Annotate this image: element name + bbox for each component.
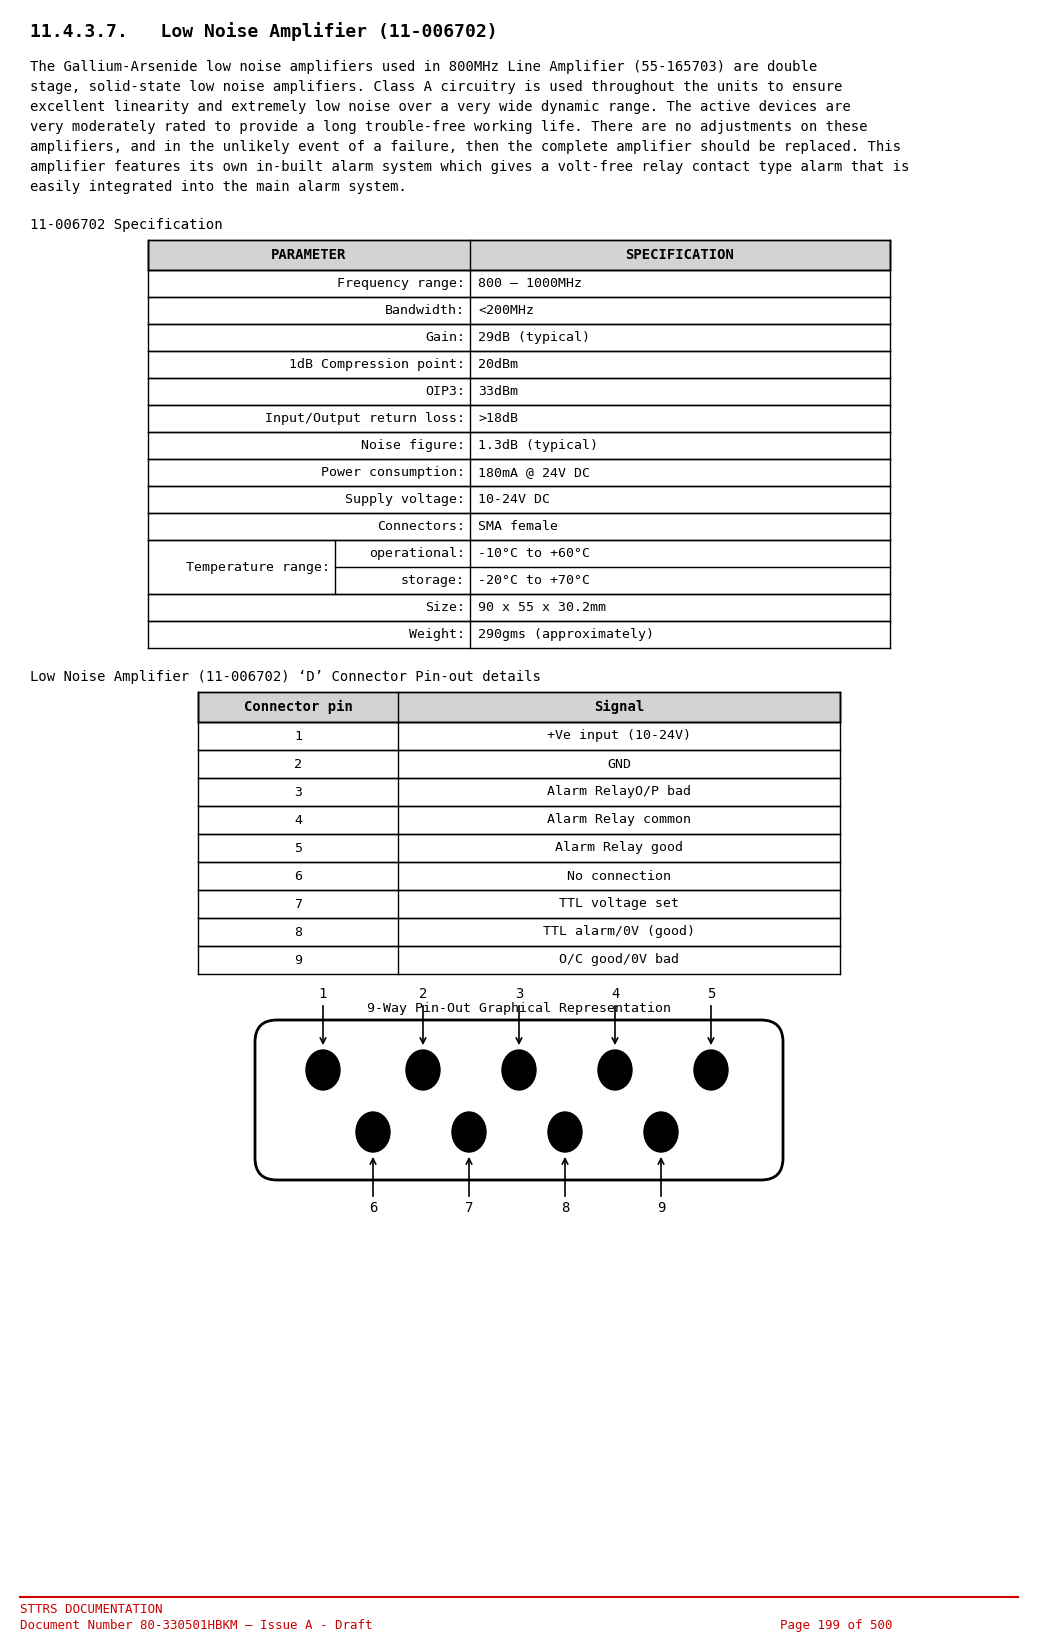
Text: amplifier features its own in-built alarm system which gives a volt-free relay c: amplifier features its own in-built alar… (30, 160, 909, 173)
Text: 7: 7 (465, 1201, 473, 1216)
Text: 9: 9 (657, 1201, 665, 1216)
Text: Connector pin: Connector pin (244, 700, 353, 713)
Text: 9-Way Pin-Out Graphical Representation: 9-Way Pin-Out Graphical Representation (367, 1001, 671, 1014)
Bar (148, 240, 890, 270)
Text: Size:: Size: (425, 600, 465, 614)
Ellipse shape (502, 1050, 536, 1090)
Text: +Ve input (10-24V): +Ve input (10-24V) (547, 730, 691, 743)
Text: <200MHz: <200MHz (479, 304, 534, 317)
Text: 3: 3 (294, 785, 302, 798)
Text: Supply voltage:: Supply voltage: (345, 492, 465, 506)
Ellipse shape (306, 1050, 340, 1090)
Text: 29dB (typical): 29dB (typical) (479, 330, 590, 344)
Text: Connectors:: Connectors: (377, 520, 465, 533)
Text: stage, solid-state low noise amplifiers. Class A circuitry is used throughout th: stage, solid-state low noise amplifiers.… (30, 80, 843, 93)
Text: Weight:: Weight: (409, 628, 465, 641)
Text: 8: 8 (294, 926, 302, 939)
Text: Gain:: Gain: (425, 330, 465, 344)
Text: SPECIFICATION: SPECIFICATION (626, 249, 735, 262)
Text: 3: 3 (515, 987, 523, 1001)
Text: 33dBm: 33dBm (479, 384, 518, 398)
Text: 180mA @ 24V DC: 180mA @ 24V DC (479, 466, 590, 479)
Text: 11-006702 Specification: 11-006702 Specification (30, 218, 222, 232)
Text: GND: GND (607, 757, 631, 771)
Text: amplifiers, and in the unlikely event of a failure, then the complete amplifier : amplifiers, and in the unlikely event of… (30, 141, 901, 154)
Text: Input/Output return loss:: Input/Output return loss: (265, 412, 465, 425)
Text: 9: 9 (294, 954, 302, 967)
Text: -20°C to +70°C: -20°C to +70°C (479, 574, 590, 587)
Text: The Gallium-Arsenide low noise amplifiers used in 800MHz Line Amplifier (55-1657: The Gallium-Arsenide low noise amplifier… (30, 61, 817, 74)
Text: excellent linearity and extremely low noise over a very wide dynamic range. The : excellent linearity and extremely low no… (30, 100, 851, 115)
Text: Alarm Relay good: Alarm Relay good (555, 841, 683, 854)
Text: 4: 4 (294, 813, 302, 826)
Text: >18dB: >18dB (479, 412, 518, 425)
Text: 10-24V DC: 10-24V DC (479, 492, 550, 506)
Text: 2: 2 (294, 757, 302, 771)
FancyBboxPatch shape (255, 1019, 783, 1180)
Ellipse shape (452, 1112, 486, 1152)
Ellipse shape (356, 1112, 390, 1152)
Text: 1.3dB (typical): 1.3dB (typical) (479, 438, 598, 452)
Text: 6: 6 (368, 1201, 377, 1216)
Text: 1: 1 (294, 730, 302, 743)
Text: -10°C to +60°C: -10°C to +60°C (479, 546, 590, 560)
Text: STTRS DOCUMENTATION: STTRS DOCUMENTATION (20, 1603, 163, 1616)
Text: Temperature range:: Temperature range: (186, 561, 330, 574)
Text: 1: 1 (319, 987, 327, 1001)
Text: easily integrated into the main alarm system.: easily integrated into the main alarm sy… (30, 180, 407, 195)
Ellipse shape (406, 1050, 440, 1090)
Text: TTL voltage set: TTL voltage set (559, 898, 679, 911)
Text: Noise figure:: Noise figure: (361, 438, 465, 452)
Text: 5: 5 (707, 987, 715, 1001)
Text: Low Noise Amplifier (11-006702) ‘D’ Connector Pin-out details: Low Noise Amplifier (11-006702) ‘D’ Conn… (30, 671, 541, 684)
Ellipse shape (598, 1050, 632, 1090)
Text: 2: 2 (418, 987, 428, 1001)
Text: Document Number 80-330501HBKM – Issue A - Draft: Document Number 80-330501HBKM – Issue A … (20, 1620, 373, 1633)
Text: PARAMETER: PARAMETER (271, 249, 347, 262)
Text: Page 199 of 500: Page 199 of 500 (780, 1620, 893, 1633)
Bar (198, 692, 840, 721)
Text: O/C good/0V bad: O/C good/0V bad (559, 954, 679, 967)
Ellipse shape (694, 1050, 728, 1090)
Text: storage:: storage: (401, 574, 465, 587)
Text: 6: 6 (294, 869, 302, 882)
Text: No connection: No connection (567, 869, 671, 882)
Text: Frequency range:: Frequency range: (337, 276, 465, 290)
Text: 7: 7 (294, 898, 302, 911)
Text: 20dBm: 20dBm (479, 358, 518, 371)
Text: SMA female: SMA female (479, 520, 558, 533)
Text: 4: 4 (610, 987, 620, 1001)
Ellipse shape (548, 1112, 582, 1152)
Text: operational:: operational: (368, 546, 465, 560)
Text: 11.4.3.7.   Low Noise Amplifier (11-006702): 11.4.3.7. Low Noise Amplifier (11-006702… (30, 21, 497, 41)
Text: 800 – 1000MHz: 800 – 1000MHz (479, 276, 582, 290)
Text: 8: 8 (561, 1201, 569, 1216)
Text: Bandwidth:: Bandwidth: (385, 304, 465, 317)
Text: Alarm RelayO/P bad: Alarm RelayO/P bad (547, 785, 691, 798)
Text: very moderately rated to provide a long trouble-free working life. There are no : very moderately rated to provide a long … (30, 119, 868, 134)
Text: Power consumption:: Power consumption: (321, 466, 465, 479)
Text: 90 x 55 x 30.2mm: 90 x 55 x 30.2mm (479, 600, 606, 614)
Text: Alarm Relay common: Alarm Relay common (547, 813, 691, 826)
Text: TTL alarm/0V (good): TTL alarm/0V (good) (543, 926, 695, 939)
Text: 1dB Compression point:: 1dB Compression point: (289, 358, 465, 371)
Text: OIP3:: OIP3: (425, 384, 465, 398)
Text: 290gms (approximately): 290gms (approximately) (479, 628, 654, 641)
Text: Signal: Signal (594, 700, 645, 713)
Ellipse shape (644, 1112, 678, 1152)
Text: 5: 5 (294, 841, 302, 854)
